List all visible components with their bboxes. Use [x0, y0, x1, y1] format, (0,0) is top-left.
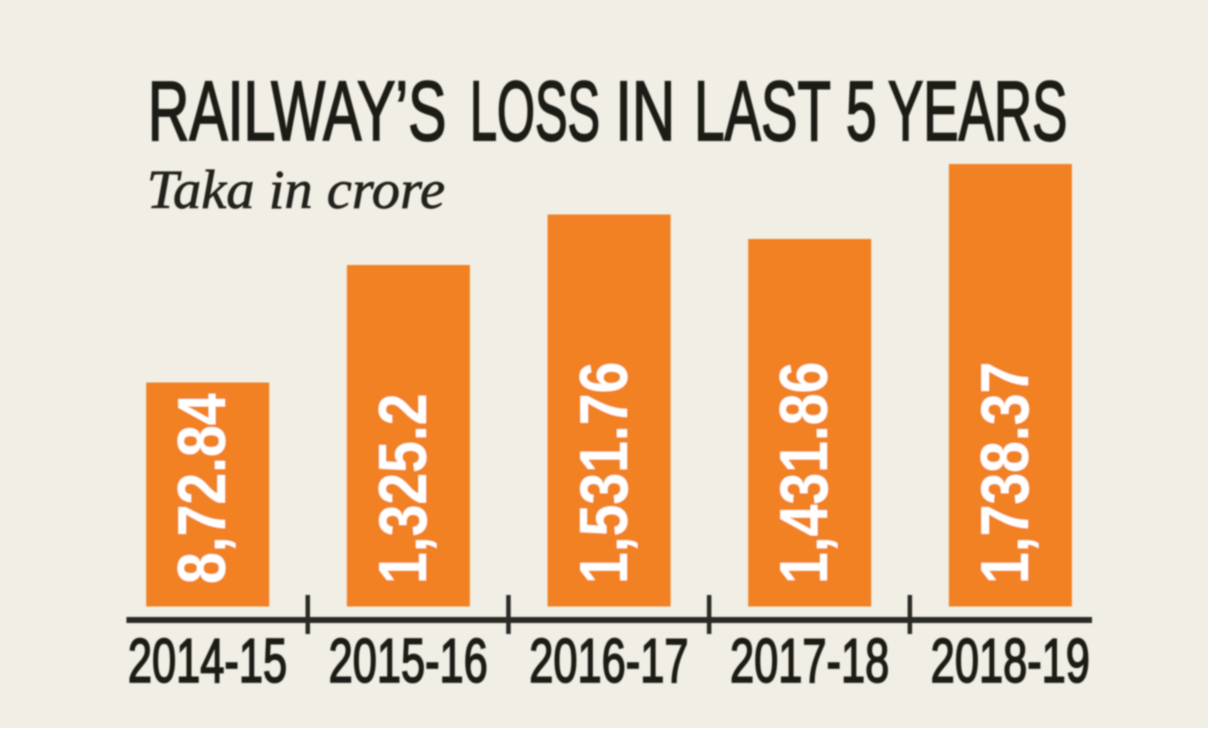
svg-text:1,431.86: 1,431.86 [766, 362, 842, 584]
svg-text:RAILWAY’S: RAILWAY’S [148, 65, 447, 158]
svg-text:LOSS: LOSS [470, 64, 600, 158]
svg-text:1,325.2: 1,325.2 [365, 393, 441, 584]
svg-text:2018-19: 2018-19 [931, 628, 1090, 696]
svg-text:1,738.37: 1,738.37 [967, 362, 1043, 584]
svg-text:8,72.84: 8,72.84 [164, 393, 240, 584]
svg-text:Taka in crore: Taka in crore [147, 160, 445, 221]
svg-text:2016-17: 2016-17 [529, 628, 688, 696]
svg-text:2014-15: 2014-15 [128, 628, 287, 696]
svg-text:2015-16: 2015-16 [329, 628, 488, 696]
svg-text:LAST: LAST [694, 65, 831, 159]
svg-text:YEARS: YEARS [888, 63, 1067, 158]
svg-text:5: 5 [846, 66, 877, 159]
svg-text:IN: IN [615, 65, 675, 158]
svg-text:2017-18: 2017-18 [730, 628, 889, 696]
svg-text:1,531.76: 1,531.76 [566, 362, 642, 584]
